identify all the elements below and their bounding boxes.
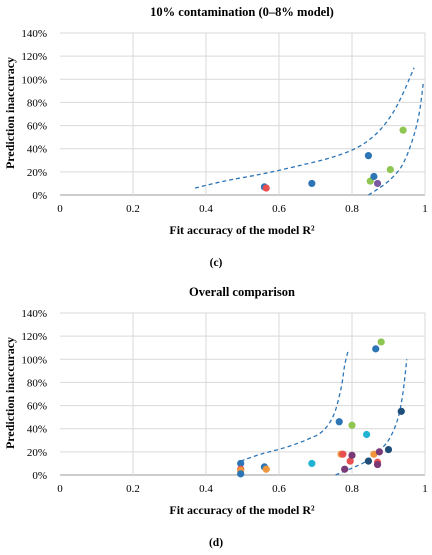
x-tick-label: 0: [57, 203, 63, 215]
data-point: [377, 338, 385, 346]
y-tick-label: 120%: [21, 51, 47, 63]
y-tick-label: 140%: [21, 308, 47, 320]
y-axis-label: Prediction inaccuracy: [3, 57, 17, 169]
x-tick-label: 0.2: [126, 483, 140, 495]
data-point: [341, 465, 349, 473]
x-tick-label: 0: [57, 483, 63, 495]
data-point: [397, 407, 405, 415]
data-point: [308, 459, 316, 468]
data-point: [364, 457, 373, 465]
y-tick-label: 100%: [21, 74, 47, 86]
x-tick-labels: 0 0.2 0.4 0.6 0.8 1: [57, 203, 428, 215]
y-tick-label: 40%: [27, 424, 47, 436]
data-point: [339, 450, 347, 458]
x-tick-labels: 0 0.2 0.4 0.6 0.8 1: [57, 483, 428, 495]
y-tick-label: 0%: [32, 190, 47, 202]
y-tick-label: 120%: [21, 331, 47, 343]
data-point: [308, 179, 316, 188]
y-tick-label: 80%: [27, 97, 47, 109]
chart-panel-d: Overall comparison 0% 20% 40% 60% 80% 100% 120…: [3, 285, 428, 549]
y-tick-labels: 0% 20% 40% 60% 80% 100% 120% 140%: [21, 308, 47, 482]
chart-panel-c: 10% contamination (0–8% model) 0% 20% 40% 6…: [3, 5, 428, 269]
y-tick-label: 20%: [27, 167, 47, 179]
boundary-curve-1: [240, 349, 350, 462]
data-points: [260, 126, 407, 192]
boundary-curve-2: [335, 359, 408, 476]
data-point: [373, 460, 382, 469]
data-point: [399, 126, 407, 134]
data-point: [372, 345, 380, 353]
x-tick-label: 1: [422, 203, 428, 215]
gridlines: [60, 32, 426, 196]
x-axis-label: Fit accuracy of the model R²: [169, 223, 315, 237]
x-tick-label: 0.2: [126, 203, 140, 215]
y-tick-label: 80%: [27, 377, 47, 389]
data-point: [262, 465, 270, 473]
data-point: [370, 450, 378, 458]
y-tick-label: 0%: [32, 470, 47, 482]
data-point: [386, 165, 394, 174]
trend-curves: [240, 349, 408, 476]
x-tick-label: 0.8: [345, 483, 359, 495]
panel-label: (c): [210, 257, 223, 269]
x-tick-label: 0.4: [199, 483, 213, 495]
chart-title: 10% contamination (0–8% model): [150, 5, 334, 19]
x-tick-label: 0.8: [345, 203, 359, 215]
data-point: [237, 470, 245, 478]
y-tick-label: 20%: [27, 447, 47, 459]
chart-title: Overall comparison: [189, 285, 295, 299]
y-tick-label: 100%: [21, 354, 47, 366]
x-tick-label: 0.6: [272, 203, 286, 215]
x-axis-label: Fit accuracy of the model R²: [169, 503, 315, 517]
data-point: [346, 457, 354, 465]
y-tick-label: 60%: [27, 121, 47, 133]
x-tick-label: 1: [422, 483, 428, 495]
y-tick-label: 40%: [27, 144, 47, 156]
data-point: [348, 421, 356, 429]
y-tick-label: 140%: [21, 28, 47, 40]
y-tick-label: 60%: [27, 401, 47, 413]
data-point: [348, 451, 356, 459]
data-points: [237, 338, 405, 478]
data-point: [335, 418, 343, 426]
x-tick-label: 0.4: [199, 203, 213, 215]
panel-label: (d): [209, 537, 223, 549]
data-point: [375, 448, 383, 456]
trend-curves: [194, 67, 424, 196]
x-tick-label: 0.6: [272, 483, 286, 495]
data-point: [364, 152, 373, 160]
boundary-curve-2: [368, 83, 424, 196]
data-point: [237, 459, 245, 468]
data-point: [262, 184, 270, 192]
data-point: [370, 172, 378, 181]
data-point: [384, 445, 393, 454]
gridlines: [60, 312, 426, 476]
y-tick-labels: 0% 20% 40% 60% 80% 100% 120% 140%: [21, 28, 47, 202]
data-point: [363, 430, 371, 439]
boundary-curve-1: [194, 67, 415, 189]
data-point: [373, 179, 382, 188]
y-axis-label: Prediction inaccuracy: [3, 337, 17, 449]
